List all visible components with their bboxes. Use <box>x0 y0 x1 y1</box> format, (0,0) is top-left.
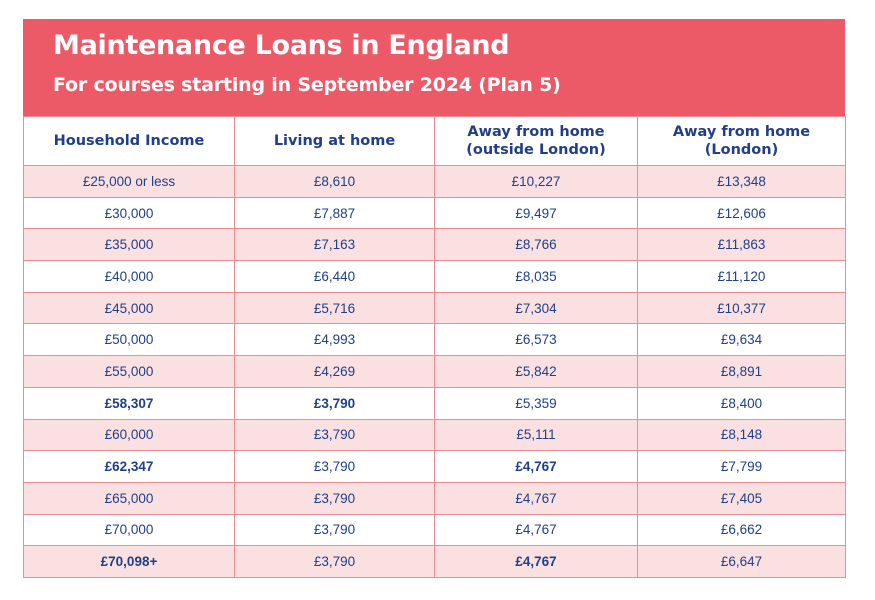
living-at-home-cell: £3,790 <box>234 545 435 578</box>
income-cell: £62,347 <box>23 450 235 483</box>
away-london-cell: £7,405 <box>637 481 846 515</box>
income-cell: £35,000 <box>23 228 235 262</box>
away-london-cell: £7,799 <box>637 450 846 483</box>
living-at-home-cell: £7,887 <box>234 196 435 230</box>
away-outside-london-cell: £5,359 <box>434 386 638 420</box>
income-cell: £65,000 <box>23 481 235 515</box>
table-row: £70,098+ £3,790 £4,767 £6,647 <box>23 545 846 578</box>
living-at-home-cell: £8,610 <box>234 165 435 198</box>
column-header-away-london: Away from home (London) <box>637 116 846 166</box>
income-cell: £30,000 <box>23 196 235 230</box>
table-body: £25,000 or less £8,610 £10,227 £13,348 £30,0… <box>23 165 846 578</box>
away-outside-london-cell: £9,497 <box>434 196 638 230</box>
away-outside-london-cell: £7,304 <box>434 291 638 325</box>
living-at-home-cell: £3,790 <box>234 450 435 483</box>
table-row: £65,000 £3,790 £4,767 £7,405 <box>23 481 846 515</box>
away-london-cell: £8,891 <box>637 355 846 388</box>
away-outside-london-cell: £6,573 <box>434 323 638 357</box>
income-cell: £60,000 <box>23 418 235 452</box>
table-row: £25,000 or less £8,610 £10,227 £13,348 <box>23 165 846 198</box>
table-row: £50,000 £4,993 £6,573 £9,634 <box>23 323 846 357</box>
living-at-home-cell: £3,790 <box>234 418 435 452</box>
living-at-home-cell: £3,790 <box>234 386 435 420</box>
away-london-cell: £6,662 <box>637 513 846 547</box>
table-row: £55,000 £4,269 £5,842 £8,891 <box>23 355 846 388</box>
away-london-cell: £8,400 <box>637 386 846 420</box>
living-at-home-cell: £6,440 <box>234 260 435 293</box>
away-outside-london-cell: £10,227 <box>434 165 638 198</box>
income-cell: £70,000 <box>23 513 235 547</box>
table-row: £58,307 £3,790 £5,359 £8,400 <box>23 386 846 420</box>
living-at-home-cell: £7,163 <box>234 228 435 262</box>
away-outside-london-cell: £4,767 <box>434 545 638 578</box>
income-cell: £25,000 or less <box>23 165 235 198</box>
table-header-row: Household Income Living at home Away fro… <box>23 116 846 166</box>
income-cell: £55,000 <box>23 355 235 388</box>
away-london-cell: £11,863 <box>637 228 846 262</box>
table-row: £45,000 £5,716 £7,304 £10,377 <box>23 291 846 325</box>
away-outside-london-cell: £8,035 <box>434 260 638 293</box>
income-cell: £70,098+ <box>23 545 235 578</box>
living-at-home-cell: £4,993 <box>234 323 435 357</box>
table-row: £62,347 £3,790 £4,767 £7,799 <box>23 450 846 483</box>
living-at-home-cell: £3,790 <box>234 481 435 515</box>
living-at-home-cell: £4,269 <box>234 355 435 388</box>
away-london-cell: £9,634 <box>637 323 846 357</box>
income-cell: £45,000 <box>23 291 235 325</box>
away-london-cell: £10,377 <box>637 291 846 325</box>
living-at-home-cell: £3,790 <box>234 513 435 547</box>
column-header-away-outside-london: Away from home (outside London) <box>434 116 638 166</box>
loans-table: Household Income Living at home Away fro… <box>23 116 846 578</box>
away-london-cell: £12,606 <box>637 196 846 230</box>
away-outside-london-cell: £4,767 <box>434 513 638 547</box>
away-outside-london-cell: £5,842 <box>434 355 638 388</box>
away-london-cell: £11,120 <box>637 260 846 293</box>
page-title: Maintenance Loans in England <box>53 30 510 61</box>
loans-card: Maintenance Loans in England For courses… <box>23 19 846 579</box>
income-cell: £40,000 <box>23 260 235 293</box>
table-row: £30,000 £7,887 £9,497 £12,606 <box>23 196 846 230</box>
table-row: £40,000 £6,440 £8,035 £11,120 <box>23 260 846 293</box>
header-banner: Maintenance Loans in England For courses… <box>23 19 845 116</box>
income-cell: £50,000 <box>23 323 235 357</box>
table-row: £60,000 £3,790 £5,111 £8,148 <box>23 418 846 452</box>
away-london-cell: £8,148 <box>637 418 846 452</box>
away-london-cell: £6,647 <box>637 545 846 578</box>
away-outside-london-cell: £4,767 <box>434 450 638 483</box>
away-outside-london-cell: £8,766 <box>434 228 638 262</box>
living-at-home-cell: £5,716 <box>234 291 435 325</box>
away-outside-london-cell: £4,767 <box>434 481 638 515</box>
away-outside-london-cell: £5,111 <box>434 418 638 452</box>
column-header-living-at-home: Living at home <box>234 116 435 166</box>
table-row: £70,000 £3,790 £4,767 £6,662 <box>23 513 846 547</box>
page-subtitle: For courses starting in September 2024 (… <box>53 74 561 96</box>
column-header-household-income: Household Income <box>23 116 235 166</box>
table-row: £35,000 £7,163 £8,766 £11,863 <box>23 228 846 262</box>
income-cell: £58,307 <box>23 386 235 420</box>
away-london-cell: £13,348 <box>637 165 846 198</box>
